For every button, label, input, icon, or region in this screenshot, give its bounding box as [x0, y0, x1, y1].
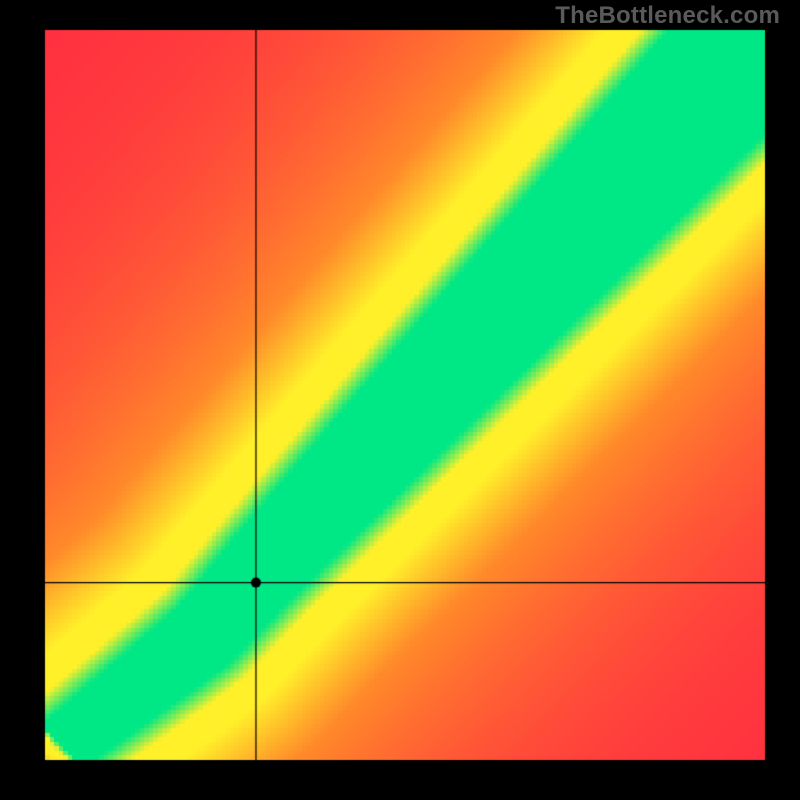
bottleneck-heatmap	[0, 0, 800, 800]
watermark-text: TheBottleneck.com	[555, 2, 780, 30]
